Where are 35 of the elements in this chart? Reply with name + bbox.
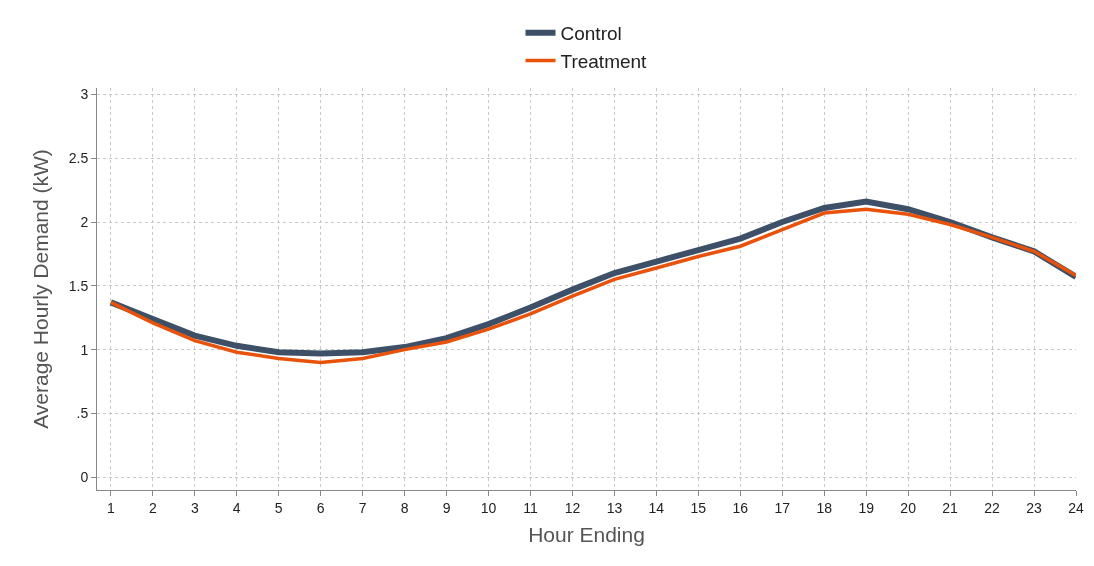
x-tick-label: 6 [316,499,325,516]
legend-label: Treatment [560,50,648,72]
x-tick-label: 19 [858,499,875,516]
y-tick-label: 3 [80,86,89,103]
x-tick-label: 4 [232,499,241,516]
x-tick-label: 23 [1026,499,1043,516]
x-tick-label: 2 [148,499,157,516]
x-tick-label: 10 [480,499,497,516]
x-axis-title: Hour Ending [528,523,645,546]
x-tick-label: 3 [190,499,199,516]
x-tick-label: 5 [274,499,283,516]
y-tick-label: .5 [76,405,89,422]
x-tick-label: 16 [732,499,749,516]
x-tick-label: 7 [358,499,367,516]
x-tick-label: 21 [942,499,959,516]
x-tick-label: 22 [984,499,1001,516]
x-tick-label: 24 [1068,499,1084,516]
x-tick-label: 15 [690,499,707,516]
x-tick-label: 8 [400,499,409,516]
x-tick-label: 14 [648,499,665,516]
y-axis-title: Average Hourly Demand (kW) [28,149,52,429]
y-tick-label: 1.5 [68,277,89,294]
x-tick-label: 11 [523,499,538,516]
y-tick-label: 2.5 [68,150,89,167]
y-tick-label: 1 [80,341,89,358]
x-tick-label: 1 [106,499,115,516]
x-tick-label: 20 [900,499,917,516]
x-tick-label: 13 [606,499,623,516]
y-tick-label: 0 [80,469,89,486]
y-tick-label: 2 [80,213,89,230]
x-tick-label: 9 [442,499,451,516]
legend-label: Control [560,23,622,45]
x-tick-label: 18 [816,499,833,516]
x-tick-label: 17 [774,499,791,516]
x-tick-label: 12 [564,499,581,516]
